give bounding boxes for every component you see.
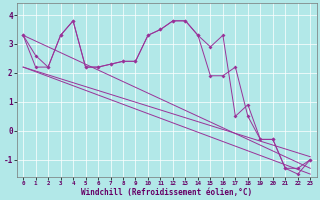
X-axis label: Windchill (Refroidissement éolien,°C): Windchill (Refroidissement éolien,°C): [81, 188, 252, 197]
